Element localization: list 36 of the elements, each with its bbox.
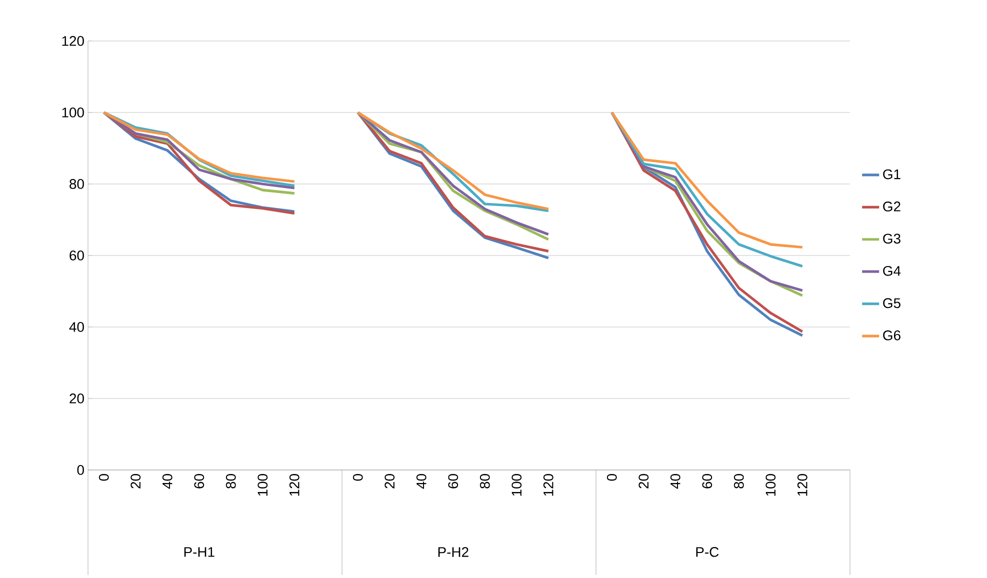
x-tick-label: 40 — [162, 474, 172, 489]
x-tick-label: 20 — [638, 474, 649, 488]
x-tick-label: 120 — [289, 474, 300, 496]
x-tick-label: 0 — [606, 474, 617, 481]
legend-label: G4 — [883, 266, 901, 276]
legend-label: G2 — [883, 202, 900, 212]
y-tick-label: 40 — [69, 322, 84, 332]
y-tick-label: 80 — [70, 179, 84, 189]
text: P-H2 — [438, 547, 468, 557]
x-tick-label: 0 — [352, 474, 363, 481]
x-tick-label: 60 — [448, 474, 458, 488]
y-tick-label: 100 — [62, 108, 84, 118]
x-tick-label: 80 — [480, 474, 490, 488]
y-tick-label: 20 — [70, 394, 84, 404]
x-tick-label: 40 — [416, 474, 426, 489]
x-tick-label: 100 — [258, 474, 268, 496]
x-tick-label: 120 — [797, 474, 808, 496]
x-tick-label: 100 — [512, 474, 522, 496]
legend-label: G1 — [883, 169, 900, 180]
x-tick-label: 100 — [766, 474, 776, 496]
legend-label: G3 — [883, 234, 900, 244]
x-tick-label: 60 — [702, 474, 712, 488]
x-tick-label: 80 — [734, 474, 744, 488]
text: P-H1 — [184, 547, 214, 557]
x-tick-label: 40 — [670, 474, 680, 489]
x-tick-label: 20 — [130, 474, 141, 488]
legend-label: G6 — [883, 330, 900, 340]
x-tick-label: 60 — [194, 474, 204, 488]
x-tick-label: 80 — [226, 474, 236, 488]
text: P-C — [696, 547, 719, 557]
legend-label: G5 — [883, 298, 900, 308]
y-tick-label: 60 — [70, 250, 84, 260]
x-tick-label: 20 — [384, 474, 395, 488]
x-tick-label: 0 — [98, 474, 109, 481]
y-tick-label: 120 — [62, 36, 84, 46]
x-tick-label: 120 — [543, 474, 554, 496]
